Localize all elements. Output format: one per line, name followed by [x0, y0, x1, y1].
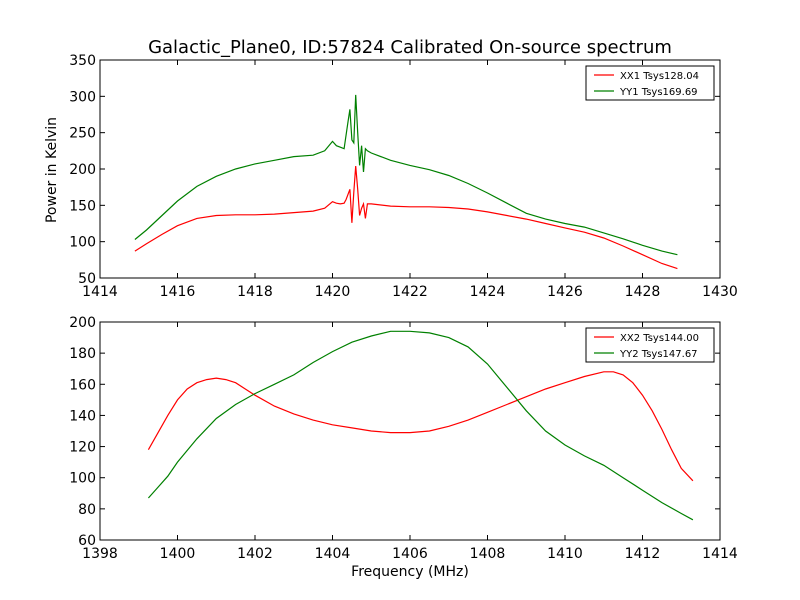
y-tick-label-1-6: 180 [69, 346, 96, 362]
y-tick-label-0-2: 150 [69, 198, 96, 214]
y-tick-label-0-6: 350 [69, 53, 96, 69]
legend-box-0 [585, 65, 715, 101]
x-tick-label-0-8: 1430 [702, 284, 738, 300]
y-tick-label-1-5: 160 [69, 377, 96, 393]
legend-entry-0-1: YY1 Tsys169.69 [619, 87, 698, 98]
x-tick-label-0-5: 1424 [470, 284, 506, 300]
x-tick-label-0-0: 1414 [82, 284, 118, 300]
x-axis-label: Frequency (MHz) [351, 564, 469, 580]
x-tick-label-1-3: 1404 [315, 546, 351, 562]
x-tick-label-1-0: 1398 [82, 546, 118, 562]
y-tick-label-0-5: 300 [69, 89, 96, 105]
y-tick-label-1-2: 100 [69, 471, 96, 487]
y-axis-label: Power in Kelvin [44, 117, 60, 223]
upper-spectrum-panel: 1414 1416 1418 1420 1422 1424 1426 1428 1430 50 10… [69, 53, 738, 300]
series-line-0-0 [134, 166, 678, 270]
y-tick-label-1-4: 140 [69, 408, 96, 424]
y-tick-label-1-3: 120 [69, 440, 96, 456]
x-tick-label-1-4: 1406 [392, 546, 428, 562]
x-tick-label-0-4: 1422 [392, 284, 428, 300]
x-tick-label-1-8: 1414 [702, 546, 738, 562]
x-tick-label-1-5: 1408 [470, 546, 506, 562]
series-line-0-1 [134, 94, 678, 256]
x-tick-label-1-2: 1402 [237, 546, 273, 562]
x-tick-label-0-7: 1428 [625, 284, 661, 300]
y-tick-label-1-0: 60 [78, 533, 96, 549]
x-tick-label-0-6: 1426 [547, 284, 583, 300]
x-tick-label-0-2: 1418 [237, 284, 273, 300]
series-line-1-1 [147, 330, 694, 521]
legend-entry-1-1: YY2 Tsys147.67 [619, 349, 698, 360]
y-tick-label-0-3: 200 [69, 162, 96, 178]
y-tick-label-0-1: 100 [69, 235, 96, 251]
y-tick-label-1-7: 200 [69, 315, 96, 331]
y-tick-label-0-4: 250 [69, 126, 96, 142]
series-line-1-0 [147, 371, 694, 482]
y-tick-label-0-0: 50 [78, 271, 96, 287]
legend-box-1 [585, 327, 715, 363]
x-tick-label-1-1: 1400 [160, 546, 196, 562]
legend-entry-0-0: XX1 Tsys128.04 [620, 71, 699, 82]
legend-entry-1-0: XX2 Tsys144.00 [620, 333, 699, 344]
chart-title: Galactic_Plane0, ID:57824 Calibrated On-… [148, 37, 672, 58]
x-tick-label-0-1: 1416 [160, 284, 196, 300]
lower-spectrum-panel: 1398 1400 1402 1404 1406 1408 1410 1412 1414 60 80… [69, 315, 738, 562]
x-tick-label-0-3: 1420 [315, 284, 351, 300]
x-tick-label-1-6: 1410 [547, 546, 583, 562]
y-tick-label-1-1: 80 [78, 502, 96, 518]
x-tick-label-1-7: 1412 [625, 546, 661, 562]
